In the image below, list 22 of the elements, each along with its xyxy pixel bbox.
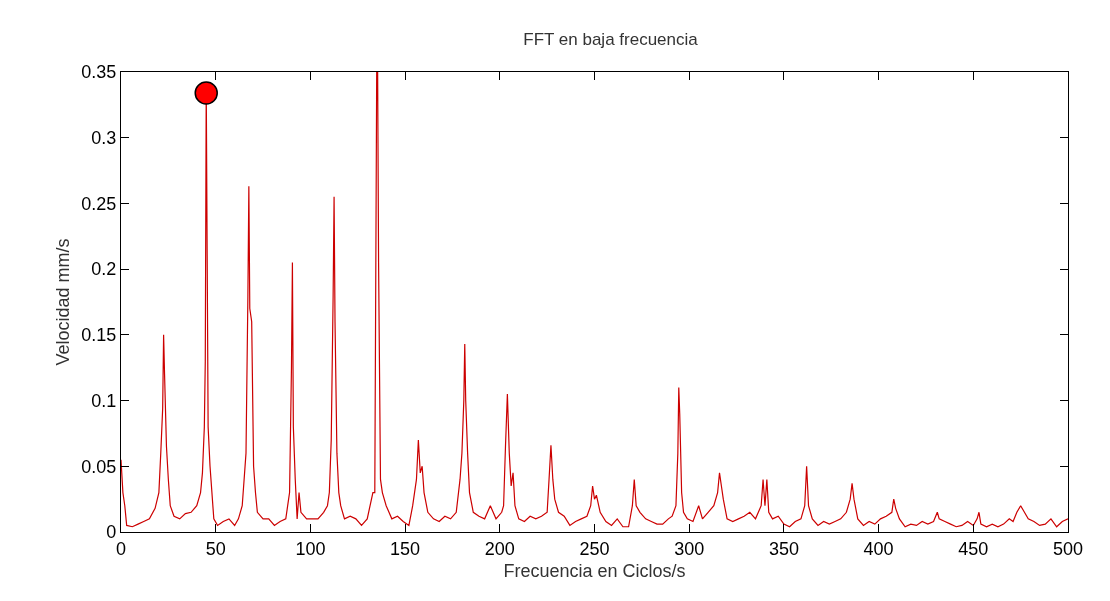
- y-tick-label: 0.05: [81, 456, 117, 477]
- y-tick-label: 0.25: [81, 193, 117, 214]
- x-tick-label: 300: [674, 538, 705, 559]
- x-tick-label: 50: [205, 538, 226, 559]
- x-tick-label: 400: [863, 538, 894, 559]
- line-series: [121, 72, 1068, 528]
- x-tick-label: 350: [768, 538, 799, 559]
- y-tick-label: 0.3: [91, 128, 117, 149]
- y-axis-title: Velocidad mm/s: [53, 238, 74, 366]
- y-tick-label: 0.1: [91, 390, 117, 411]
- x-tick-label: 100: [295, 538, 326, 559]
- x-tick-label: 450: [958, 538, 989, 559]
- x-tick-label: 200: [484, 538, 515, 559]
- x-tick-label: 150: [390, 538, 421, 559]
- y-tick-label: 0.35: [81, 62, 117, 83]
- x-axis-title: Frecuencia en Ciclos/s: [503, 560, 686, 581]
- y-tick-label: 0.2: [91, 259, 117, 280]
- y-tick-label: 0.15: [81, 325, 117, 346]
- x-tick-label: 500: [1052, 538, 1084, 559]
- x-tick-label: 250: [579, 538, 610, 559]
- chart-title: FFT en baja frecuencia: [523, 30, 699, 50]
- y-tick-label: 0: [106, 522, 117, 543]
